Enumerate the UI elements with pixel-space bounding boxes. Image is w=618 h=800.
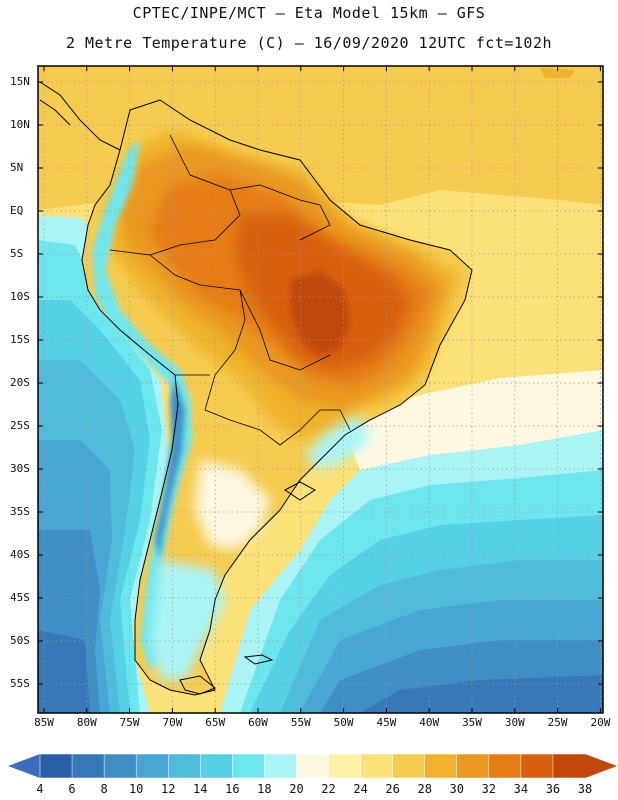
tierra-del-fuego <box>179 675 216 695</box>
colorbar-label: 32 <box>481 782 497 796</box>
lon-label: 70W <box>162 716 183 729</box>
colorbar-swatch <box>520 753 554 779</box>
lat-label: 25S <box>10 419 30 432</box>
colorbar-swatch <box>200 753 234 779</box>
colorbar-swatch <box>360 753 394 779</box>
lon-label: 50W <box>333 716 354 729</box>
colorbar-label: 18 <box>257 782 272 796</box>
lon-label: 20W <box>590 716 611 729</box>
colorbar-swatch <box>135 753 169 779</box>
andes-cold <box>155 380 185 560</box>
lon-label: 40W <box>419 716 440 729</box>
colorbar-swatch <box>71 753 105 779</box>
colorbar-label: 26 <box>385 782 400 796</box>
colorbar-swatches <box>39 753 586 779</box>
lat-label: 40S <box>10 548 30 561</box>
map-frame <box>37 65 604 714</box>
lat-label: 10S <box>10 290 30 303</box>
colorbar-swatch <box>392 753 426 779</box>
central-america <box>39 81 121 151</box>
patagonia-cool <box>150 560 225 680</box>
colorbar-label: 28 <box>417 782 432 796</box>
lon-label: 45W <box>376 716 397 729</box>
colorbar-label: 36 <box>545 782 561 796</box>
colorbar-label: 6 <box>68 782 76 796</box>
lat-label: 15N <box>10 75 30 88</box>
lon-label: 30W <box>504 716 525 729</box>
lat-label: 35S <box>10 505 30 518</box>
ocean-10 <box>38 440 603 713</box>
colorbar-swatch <box>232 753 266 779</box>
lat-label: 5N <box>10 161 24 174</box>
colorbar-label: 10 <box>128 782 144 796</box>
lat-label: 5S <box>10 247 24 260</box>
colorbar-swatch <box>424 753 458 779</box>
colorbar-label: 34 <box>513 782 529 796</box>
colorbar-label: 16 <box>225 782 240 796</box>
colorbar-label: 12 <box>161 782 176 796</box>
title-line-2: 2 Metre Temperature (C) – 16/09/2020 12U… <box>65 34 553 52</box>
colorbar-label: 38 <box>577 782 593 796</box>
temperature-field <box>38 66 603 713</box>
colorbar-swatch <box>167 753 202 779</box>
lon-label: 85W <box>34 716 54 729</box>
colorbar-label: 20 <box>289 782 304 796</box>
lagoon <box>284 481 316 501</box>
colorbar-label: 14 <box>193 782 208 796</box>
caribbean-island <box>540 68 575 78</box>
colorbar <box>8 753 617 779</box>
lat-label: 50S <box>10 634 30 647</box>
country-borders <box>109 134 351 446</box>
lon-label: 80W <box>76 716 97 729</box>
falklands <box>243 654 274 665</box>
ocean-6 <box>38 630 603 713</box>
colorbar-swatch <box>552 753 586 779</box>
colorbar-swatch <box>328 753 362 779</box>
lat-label: 55S <box>10 677 30 690</box>
lon-label: 60W <box>248 716 268 729</box>
title-line-1: CPTEC/INPE/MCT – Eta Model 15km – GFS <box>132 4 486 22</box>
lon-label: 65W <box>205 716 226 729</box>
lon-label: 35W <box>462 716 482 729</box>
colorbar-label: 4 <box>36 782 44 796</box>
colorbar-swatch <box>296 753 330 779</box>
colorbar-low-arrow <box>8 754 40 778</box>
colorbar-swatch <box>456 753 490 779</box>
colorbar-swatch <box>264 753 298 779</box>
boundaries <box>39 81 473 696</box>
lon-label: 55W <box>290 716 311 729</box>
colorbar-swatch <box>103 753 137 779</box>
colorbar-swatch <box>39 753 73 779</box>
lon-label: 25W <box>547 716 568 729</box>
colorbar-label: 8 <box>100 782 108 796</box>
lat-label: EQ <box>10 204 24 217</box>
lon-label: 75W <box>119 716 140 729</box>
lat-label: 20S <box>10 376 30 389</box>
axis-ticks <box>38 66 603 713</box>
colorbar-label: 22 <box>321 782 336 796</box>
lat-label: 30S <box>10 462 30 475</box>
lat-label: 10N <box>10 118 30 131</box>
ocean-8 <box>38 530 603 713</box>
colorbar-label: 24 <box>353 782 368 796</box>
colorbar-swatch <box>488 753 522 779</box>
colorbar-label: 30 <box>449 782 464 796</box>
pampas-pale <box>195 460 270 550</box>
land-36 <box>290 270 350 355</box>
coastline <box>81 99 473 696</box>
caribbean-land <box>40 70 70 82</box>
colorbar-high-arrow <box>585 754 617 778</box>
lat-label: 15S <box>10 333 30 346</box>
lat-label: 45S <box>10 591 30 604</box>
